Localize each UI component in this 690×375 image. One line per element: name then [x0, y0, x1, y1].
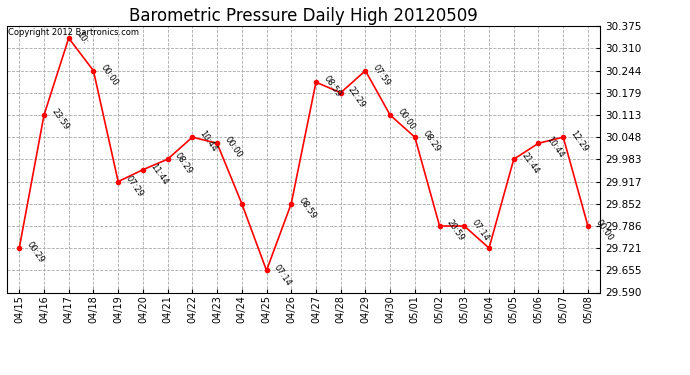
- Text: 00:00: 00:00: [593, 218, 615, 243]
- Text: 07:59: 07:59: [371, 63, 392, 87]
- Text: 08:29: 08:29: [420, 129, 442, 154]
- Text: 00:29: 00:29: [25, 240, 46, 265]
- Text: 07:14: 07:14: [272, 262, 293, 287]
- Text: 20:59: 20:59: [445, 218, 466, 243]
- Text: 21:44: 21:44: [520, 151, 540, 176]
- Text: 22:29: 22:29: [346, 85, 367, 109]
- Text: 00:00: 00:00: [223, 135, 244, 160]
- Text: 11:44: 11:44: [148, 162, 170, 186]
- Text: 08:59: 08:59: [297, 196, 318, 220]
- Text: 10:44: 10:44: [198, 129, 219, 154]
- Text: 08:59: 08:59: [322, 74, 342, 99]
- Title: Barometric Pressure Daily High 20120509: Barometric Pressure Daily High 20120509: [129, 7, 478, 25]
- Text: 12:29: 12:29: [569, 129, 590, 154]
- Text: 08:29: 08:29: [173, 151, 194, 176]
- Text: 00:00: 00:00: [395, 107, 417, 132]
- Text: Copyright 2012 Bartronics.com: Copyright 2012 Bartronics.com: [8, 28, 139, 37]
- Text: 07:14: 07:14: [470, 218, 491, 243]
- Text: 07:29: 07:29: [124, 174, 145, 198]
- Text: 00:00: 00:00: [99, 63, 120, 87]
- Text: 10:: 10:: [75, 30, 89, 46]
- Text: 10:44: 10:44: [544, 135, 565, 160]
- Text: 23:59: 23:59: [50, 107, 70, 132]
